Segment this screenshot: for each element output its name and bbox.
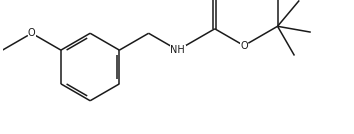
Text: NH: NH bbox=[171, 45, 185, 55]
Text: O: O bbox=[28, 28, 35, 38]
Text: O: O bbox=[240, 41, 248, 51]
